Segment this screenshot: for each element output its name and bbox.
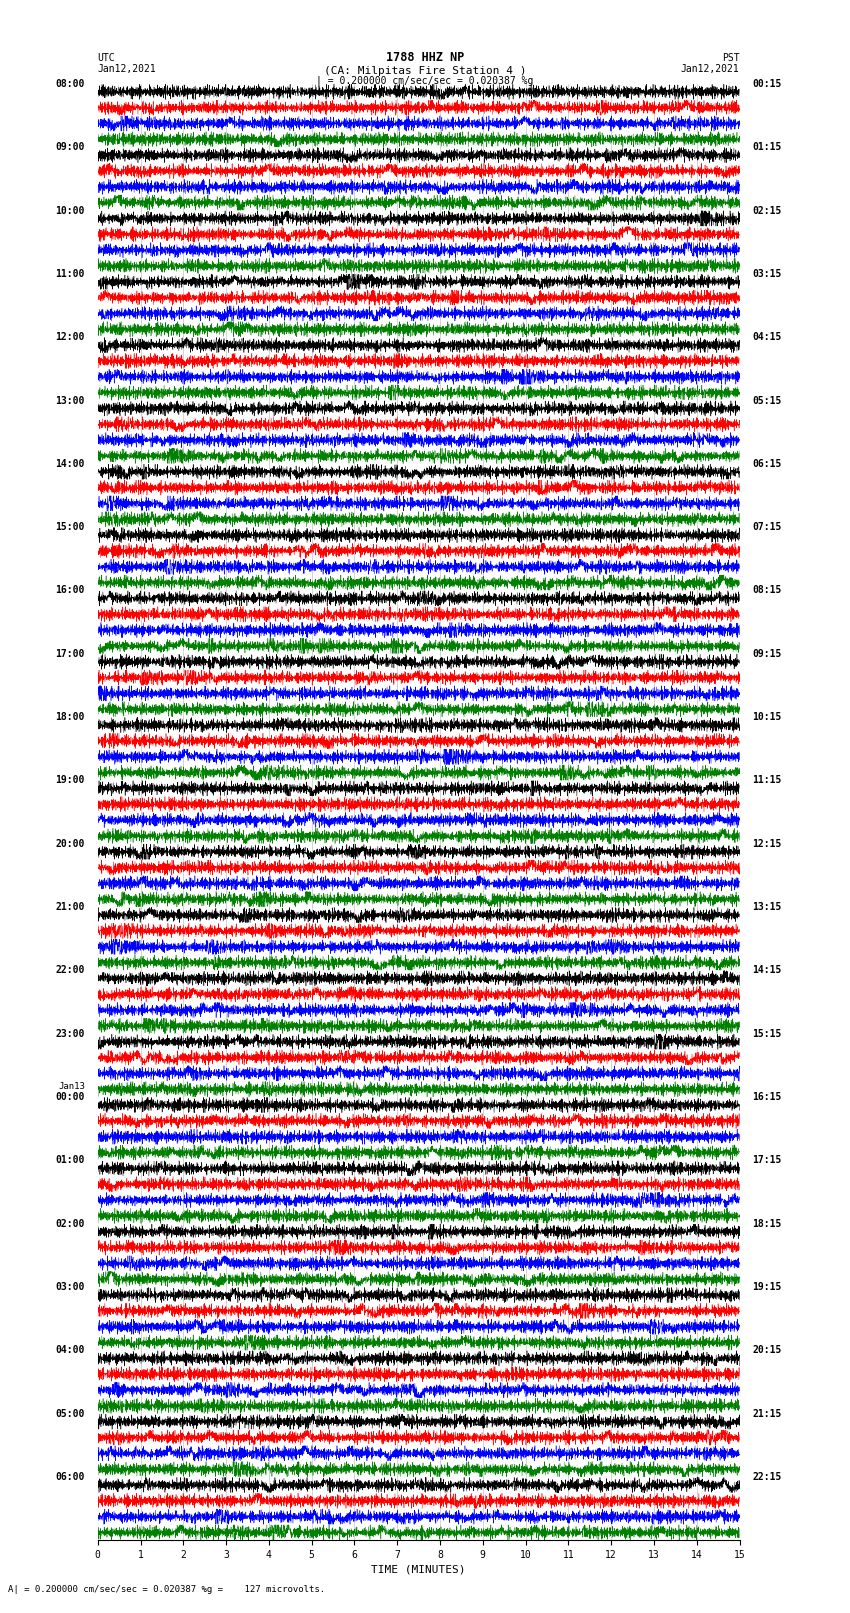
Text: 10:00: 10:00: [55, 205, 85, 216]
Text: 19:00: 19:00: [55, 776, 85, 786]
Text: 01:00: 01:00: [55, 1155, 85, 1166]
Text: 14:15: 14:15: [752, 966, 782, 976]
Text: 04:00: 04:00: [55, 1345, 85, 1355]
Text: 02:15: 02:15: [752, 205, 782, 216]
Text: 11:15: 11:15: [752, 776, 782, 786]
Text: 12:15: 12:15: [752, 839, 782, 848]
Text: 03:15: 03:15: [752, 269, 782, 279]
X-axis label: TIME (MINUTES): TIME (MINUTES): [371, 1565, 466, 1574]
Text: 00:15: 00:15: [752, 79, 782, 89]
Text: Jan12,2021: Jan12,2021: [681, 65, 740, 74]
Text: 1788 HHZ NP: 1788 HHZ NP: [386, 50, 464, 65]
Text: 15:00: 15:00: [55, 523, 85, 532]
Text: 20:00: 20:00: [55, 839, 85, 848]
Text: 13:15: 13:15: [752, 902, 782, 911]
Text: 13:00: 13:00: [55, 395, 85, 405]
Text: 09:15: 09:15: [752, 648, 782, 658]
Text: 22:15: 22:15: [752, 1473, 782, 1482]
Text: 03:00: 03:00: [55, 1282, 85, 1292]
Text: 21:00: 21:00: [55, 902, 85, 911]
Text: 09:00: 09:00: [55, 142, 85, 152]
Text: 08:15: 08:15: [752, 586, 782, 595]
Text: 18:00: 18:00: [55, 713, 85, 723]
Text: | = 0.200000 cm/sec/sec = 0.020387 %g: | = 0.200000 cm/sec/sec = 0.020387 %g: [316, 76, 534, 85]
Text: 16:00: 16:00: [55, 586, 85, 595]
Text: A| = 0.200000 cm/sec/sec = 0.020387 %g =    127 microvolts.: A| = 0.200000 cm/sec/sec = 0.020387 %g =…: [8, 1584, 326, 1594]
Text: PST: PST: [722, 53, 740, 63]
Text: 14:00: 14:00: [55, 458, 85, 469]
Text: 06:00: 06:00: [55, 1473, 85, 1482]
Text: UTC: UTC: [98, 53, 116, 63]
Text: 00:00: 00:00: [55, 1092, 85, 1102]
Text: 01:15: 01:15: [752, 142, 782, 152]
Text: Jan13: Jan13: [58, 1082, 85, 1090]
Text: 05:15: 05:15: [752, 395, 782, 405]
Text: 02:00: 02:00: [55, 1219, 85, 1229]
Text: 16:15: 16:15: [752, 1092, 782, 1102]
Text: 17:00: 17:00: [55, 648, 85, 658]
Text: 11:00: 11:00: [55, 269, 85, 279]
Text: 15:15: 15:15: [752, 1029, 782, 1039]
Text: 19:15: 19:15: [752, 1282, 782, 1292]
Text: 20:15: 20:15: [752, 1345, 782, 1355]
Text: 23:00: 23:00: [55, 1029, 85, 1039]
Text: 05:00: 05:00: [55, 1408, 85, 1419]
Text: 12:00: 12:00: [55, 332, 85, 342]
Text: 06:15: 06:15: [752, 458, 782, 469]
Text: 07:15: 07:15: [752, 523, 782, 532]
Text: (CA: Milpitas Fire Station 4 ): (CA: Milpitas Fire Station 4 ): [324, 66, 526, 76]
Text: 08:00: 08:00: [55, 79, 85, 89]
Text: 04:15: 04:15: [752, 332, 782, 342]
Text: 17:15: 17:15: [752, 1155, 782, 1166]
Text: Jan12,2021: Jan12,2021: [98, 65, 156, 74]
Text: 22:00: 22:00: [55, 966, 85, 976]
Text: 10:15: 10:15: [752, 713, 782, 723]
Text: 21:15: 21:15: [752, 1408, 782, 1419]
Text: 18:15: 18:15: [752, 1219, 782, 1229]
